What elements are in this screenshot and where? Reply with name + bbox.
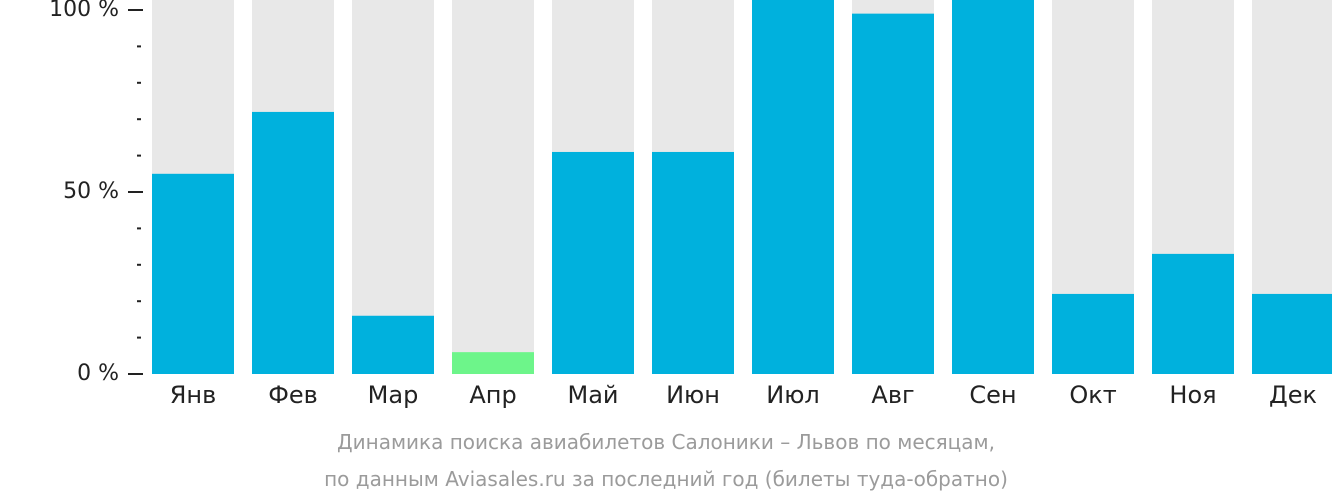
bar-12 [1252,293,1332,374]
x-tick-label: Окт [1069,381,1116,409]
bar-8 [852,13,934,374]
bar-9 [952,0,1034,374]
y-tick-label: 50 % [63,179,119,204]
bar-11 [1152,253,1234,374]
bar-5 [552,151,634,374]
bar-4 [452,352,534,374]
x-tick-label: Май [567,381,618,409]
bars [152,0,1332,375]
y-axis: 100 % 50 % 0 % [49,0,143,386]
y-tick-label: 100 % [49,0,119,22]
x-tick-label: Мар [368,381,419,409]
y-tick-label: 0 % [77,361,119,386]
bar-track [352,0,434,374]
x-tick-label: Янв [170,381,217,409]
x-tick-label: Апр [469,381,516,409]
bar-3 [352,315,434,374]
bar-6 [652,151,734,374]
x-tick-label: Авг [871,381,914,409]
chart-caption-line-1: Динамика поиска авиабилетов Салоники – Л… [337,430,995,454]
bar-7 [752,0,834,374]
chart-caption-line-2: по данным Aviasales.ru за последний год … [324,467,1008,491]
x-tick-label: Сен [969,381,1016,409]
x-tick-label: Июн [666,381,720,409]
bar-1 [152,173,234,374]
x-axis-labels: Янв Фев Мар Апр Май Июн Июл Авг Сен Окт Ноя Дек [170,381,1317,409]
bar-2 [252,111,334,375]
x-tick-label: Дек [1269,381,1317,409]
bar-track [452,0,534,374]
x-tick-label: Фев [268,381,318,409]
x-tick-label: Ноя [1169,381,1216,409]
x-tick-label: Июл [766,381,820,409]
bar-10 [1052,293,1134,374]
